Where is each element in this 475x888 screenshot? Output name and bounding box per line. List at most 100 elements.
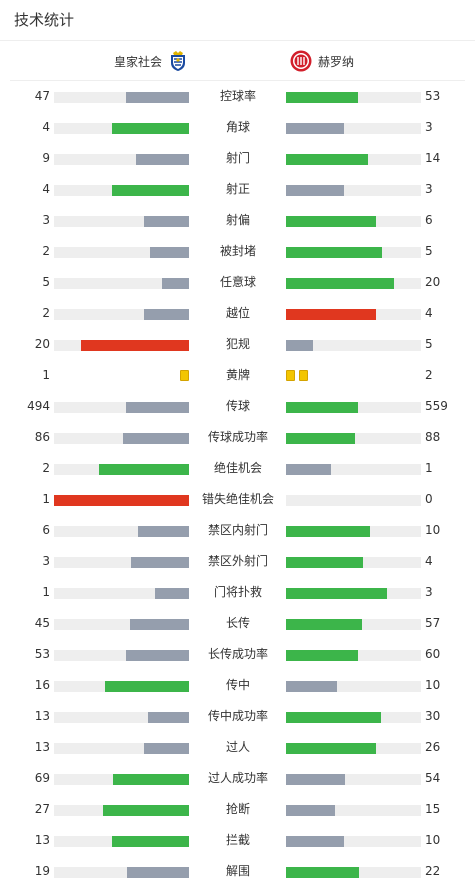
stat-label: 过人 (225, 740, 250, 754)
home-stat-bar (54, 402, 189, 413)
away-team: 赫罗纳 (290, 50, 354, 72)
yellow-card-icon (286, 370, 295, 381)
home-stat-value: 1 (42, 585, 50, 599)
home-stat-bar-fill (150, 247, 189, 258)
away-stat-bar (286, 836, 421, 847)
stat-label: 错失绝佳机会 (201, 492, 274, 506)
stat-label: 过人成功率 (207, 771, 268, 785)
away-team-name: 赫罗纳 (318, 54, 355, 69)
home-stat-value: 3 (42, 554, 50, 568)
home-stat-value: 1 (42, 492, 50, 506)
away-stat-bar (286, 123, 421, 134)
yellow-card-icon (180, 370, 189, 381)
stat-row: 494 传球 559 (0, 391, 475, 422)
home-stat-value: 2 (42, 244, 50, 258)
stat-row: 69 过人成功率 54 (0, 763, 475, 794)
stat-row: 1 黄牌 2 (0, 360, 475, 391)
away-stat-value: 10 (425, 678, 441, 692)
stat-row: 1 错失绝佳机会 0 (0, 484, 475, 515)
stat-row: 2 绝佳机会 1 (0, 453, 475, 484)
home-team: 皇家社会 (114, 50, 189, 72)
away-stat-bar (286, 402, 421, 413)
home-stat-bar (54, 836, 189, 847)
away-stat-bar (286, 216, 421, 227)
home-stat-bar-fill (144, 309, 189, 320)
home-stat-bar (54, 123, 189, 134)
away-stat-bar (286, 154, 421, 165)
away-stat-value: 6 (425, 213, 433, 227)
stat-row: 27 抢断 15 (0, 794, 475, 825)
stat-row: 2 被封堵 5 (0, 236, 475, 267)
home-stat-bar (54, 247, 189, 258)
away-stat-bar (286, 464, 421, 475)
stat-row: 13 过人 26 (0, 732, 475, 763)
away-stat-bar-fill (286, 185, 344, 196)
away-stat-value: 10 (425, 523, 441, 537)
stat-row: 1 门将扑救 3 (0, 577, 475, 608)
home-stat-bar-fill (148, 712, 189, 723)
home-stat-bar (54, 216, 189, 227)
stat-row: 86 传球成功率 88 (0, 422, 475, 453)
home-stat-bar (54, 185, 189, 196)
home-stat-value: 13 (34, 740, 50, 754)
away-stat-bar (286, 92, 421, 103)
home-stat-bar-fill (112, 185, 189, 196)
stat-label: 控球率 (219, 89, 256, 103)
away-stat-bar-fill (286, 619, 362, 630)
header-divider (10, 80, 465, 81)
home-stat-value: 19 (34, 864, 50, 878)
away-stat-bar-fill (286, 867, 359, 878)
title-divider (0, 40, 475, 41)
stat-row: 16 传中 10 (0, 670, 475, 701)
home-stat-bar-fill (126, 92, 189, 103)
home-stat-bar-fill (138, 526, 189, 537)
stat-label: 射正 (225, 182, 250, 196)
away-stat-bar-fill (286, 309, 376, 320)
home-team-crest-icon (167, 50, 189, 72)
page-title: 技术统计 (14, 11, 75, 29)
home-yellow-cards (180, 370, 189, 382)
home-stat-value: 86 (34, 430, 50, 444)
stat-row: 3 禁区外射门 4 (0, 546, 475, 577)
home-stat-bar-fill (130, 619, 189, 630)
away-stat-value: 4 (425, 554, 433, 568)
home-stat-bar (54, 309, 189, 320)
home-stat-bar (54, 650, 189, 661)
home-stat-bar-fill (113, 774, 189, 785)
home-team-name: 皇家社会 (114, 54, 163, 69)
home-stat-bar-fill (105, 681, 189, 692)
stat-label: 黄牌 (225, 368, 250, 382)
away-stat-bar (286, 526, 421, 537)
away-stat-bar (286, 867, 421, 878)
home-stat-bar (54, 774, 189, 785)
away-stat-value: 3 (425, 182, 433, 196)
away-stat-value: 0 (425, 492, 433, 506)
away-stat-bar-fill (286, 774, 345, 785)
home-stat-bar (54, 557, 189, 568)
stat-label: 角球 (225, 120, 250, 134)
home-stat-value: 47 (34, 89, 50, 103)
yellow-card-icon (299, 370, 308, 381)
stat-label: 被封堵 (219, 244, 256, 258)
away-stat-bar-fill (286, 464, 331, 475)
home-stat-bar (54, 619, 189, 630)
home-stat-bar (54, 154, 189, 165)
home-stat-value: 1 (42, 368, 50, 382)
away-stat-bar-fill (286, 216, 376, 227)
home-stat-value: 13 (34, 833, 50, 847)
home-stat-value: 45 (34, 616, 50, 630)
home-stat-value: 69 (34, 771, 50, 785)
stats-list: 47 控球率 53 4 角球 3 9 射门 14 4 射正 3 3 射偏 6 2 被封堵 5 5 任意球 20 2 越位 4 2… (0, 81, 475, 887)
away-stat-bar-fill (286, 340, 313, 351)
home-stat-bar-fill (127, 867, 189, 878)
stat-row: 53 长传成功率 60 (0, 639, 475, 670)
stat-label: 禁区内射门 (207, 523, 268, 537)
away-stat-bar-fill (286, 247, 382, 258)
stat-label: 解围 (225, 864, 250, 878)
home-stat-bar (54, 526, 189, 537)
away-stat-value: 1 (425, 461, 433, 475)
away-stat-value: 30 (425, 709, 441, 723)
home-stat-value: 9 (42, 151, 50, 165)
home-stat-bar-fill (112, 123, 189, 134)
home-stat-value: 16 (34, 678, 50, 692)
